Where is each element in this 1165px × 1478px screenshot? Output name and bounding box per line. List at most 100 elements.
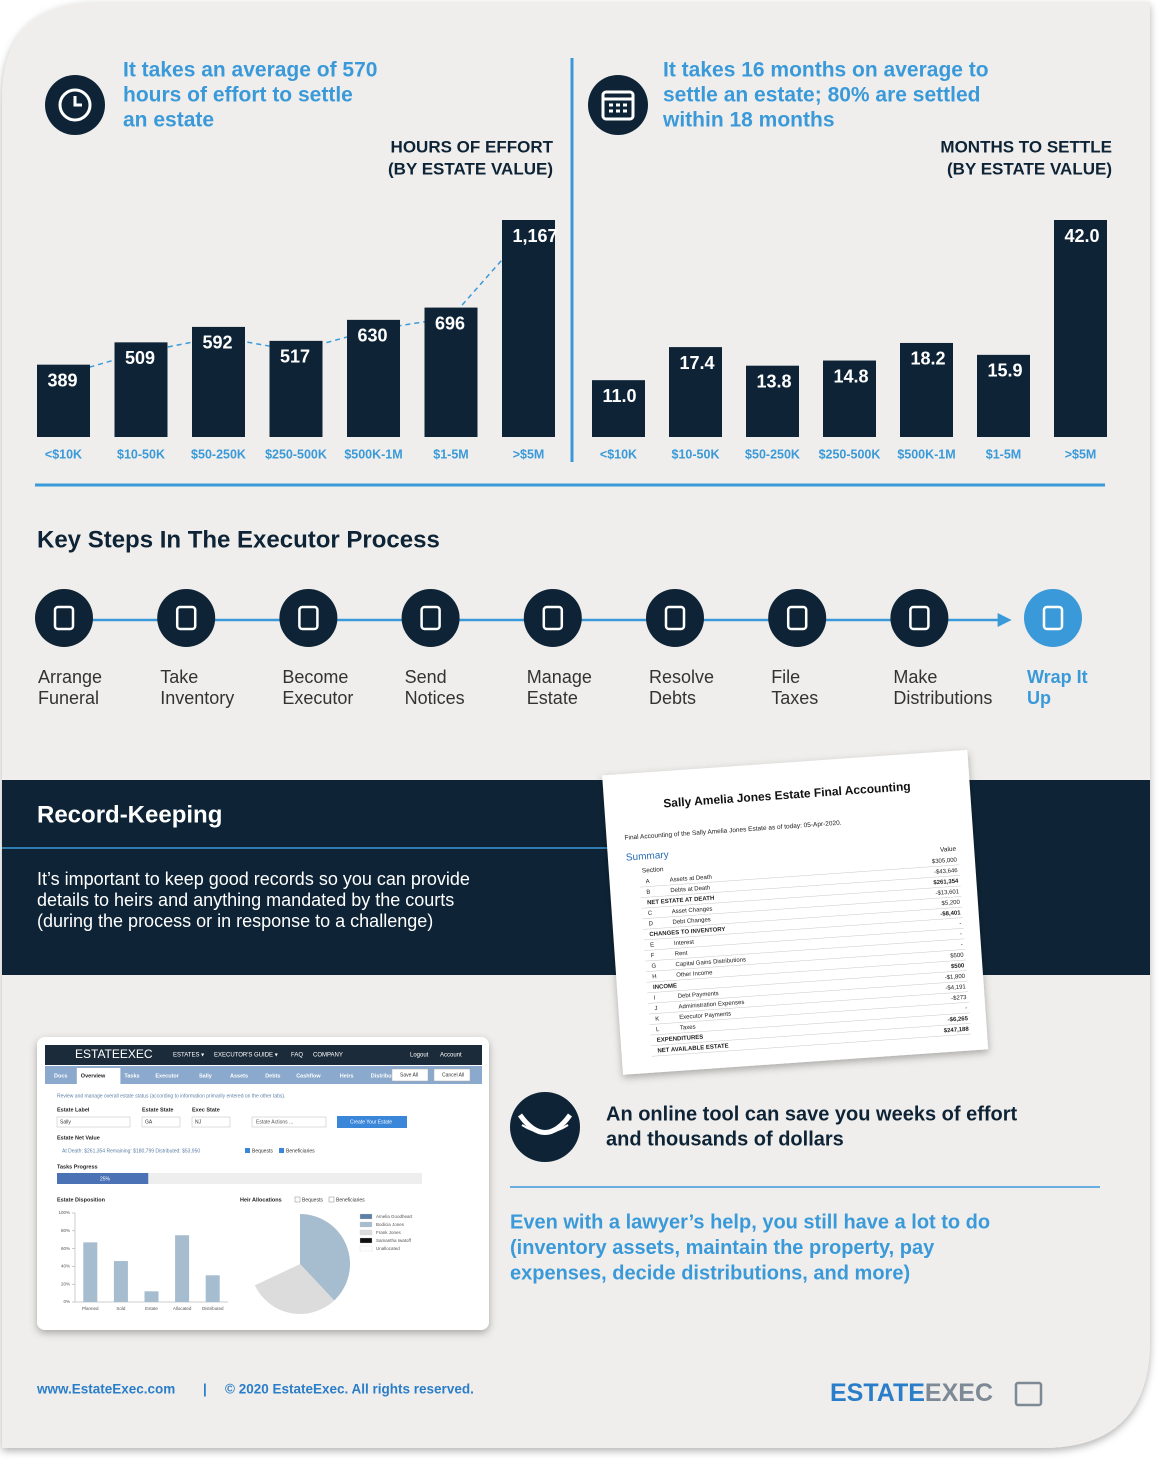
button bbox=[337, 1116, 407, 1128]
chart-title: MONTHS TO SETTLE bbox=[940, 137, 1112, 156]
check-label: Beneficiaries bbox=[336, 1197, 365, 1203]
active-tab bbox=[76, 1068, 121, 1084]
step-label: Funeral bbox=[38, 688, 99, 708]
row-rule bbox=[639, 864, 960, 888]
tab: Docs bbox=[54, 1073, 67, 1079]
bar bbox=[37, 364, 90, 437]
nav-item: Logout bbox=[410, 1053, 429, 1059]
field-label: Estate State bbox=[142, 1107, 174, 1113]
legend-swatch bbox=[359, 1229, 373, 1236]
row-rule bbox=[648, 991, 969, 1015]
step-label: Debts bbox=[649, 688, 696, 708]
row-label: Assets at Death bbox=[669, 875, 712, 884]
step-label: Make bbox=[893, 667, 937, 687]
y-tick-label: 40% bbox=[61, 1264, 70, 1269]
calendar-icon bbox=[588, 75, 648, 135]
x-tick-label: $250-500K bbox=[265, 447, 327, 461]
pie-slice bbox=[250, 1214, 300, 1286]
legend-swatch bbox=[359, 1245, 373, 1252]
button bbox=[391, 1068, 429, 1082]
row-code: C bbox=[648, 911, 653, 917]
value-label: 696 bbox=[435, 313, 465, 333]
x-tick-label: Estate bbox=[145, 1306, 158, 1311]
button-label: Save All bbox=[400, 1072, 418, 1078]
row-code: J bbox=[654, 1006, 657, 1012]
row-code: I bbox=[654, 995, 656, 1001]
row-rule bbox=[641, 885, 961, 909]
row-rule bbox=[647, 970, 967, 994]
x-tick-label: Distributed bbox=[202, 1306, 224, 1311]
step-label: Manage bbox=[527, 667, 592, 687]
tab: Cashflow bbox=[296, 1073, 321, 1079]
step-label: Executor bbox=[282, 688, 353, 708]
row-label: Debt Payments bbox=[678, 991, 719, 1000]
bar bbox=[823, 360, 876, 437]
legend-swatch bbox=[359, 1221, 373, 1228]
headline: It takes an average of 570 bbox=[123, 59, 377, 82]
row-rule bbox=[642, 896, 962, 920]
tab: Tasks bbox=[124, 1073, 139, 1079]
body-text: It’s important to keep good records so y… bbox=[37, 869, 470, 889]
row-label: Other Income bbox=[676, 970, 713, 979]
clock-icon bbox=[45, 75, 105, 135]
callout: Even with a lawyer’s help, you still hav… bbox=[510, 1211, 990, 1233]
row-code: G bbox=[651, 964, 656, 970]
value-label: 15.9 bbox=[988, 361, 1023, 381]
button-label: Create Your Estate bbox=[350, 1119, 392, 1125]
row-value: -$4,191 bbox=[945, 984, 966, 991]
section-title: Key Steps In The Executor Process bbox=[37, 526, 440, 553]
row-label: Debts at Death bbox=[670, 885, 710, 894]
nav-item: COMPANY bbox=[313, 1053, 343, 1059]
y-tick-label: 60% bbox=[61, 1246, 70, 1251]
check-label: Beneficiaries bbox=[286, 1148, 315, 1154]
step-icon bbox=[890, 589, 949, 647]
row-code: H bbox=[652, 974, 657, 980]
field-value: GA bbox=[145, 1119, 153, 1125]
row-label: Debt Changes bbox=[672, 917, 711, 926]
row-rule bbox=[646, 959, 966, 983]
y-tick-label: 20% bbox=[61, 1281, 70, 1286]
row-value: -$6,265 bbox=[948, 1016, 969, 1023]
row-rule bbox=[651, 1023, 971, 1046]
y-tick-label: 80% bbox=[61, 1228, 70, 1233]
value-label: 592 bbox=[203, 333, 233, 353]
intro: Review and manage overall estate status … bbox=[57, 1093, 285, 1099]
legend-label: Amelia Goodheart bbox=[376, 1214, 413, 1219]
callout: An online tool can save you weeks of eff… bbox=[606, 1103, 1018, 1125]
bar bbox=[900, 342, 953, 437]
tab: Heirs bbox=[340, 1073, 354, 1079]
x-tick-label: <$10K bbox=[45, 447, 82, 461]
row-value: -$1,800 bbox=[945, 974, 966, 981]
bar bbox=[113, 1261, 128, 1302]
row-value: -$43,646 bbox=[934, 868, 959, 876]
row-rule bbox=[643, 917, 963, 941]
value-label: 509 bbox=[125, 348, 155, 368]
step-label: Wrap It bbox=[1027, 667, 1088, 687]
doc-header: Section bbox=[642, 866, 664, 875]
footer-copyright: © 2020 EstateExec. All rights reserved. bbox=[225, 1382, 474, 1397]
row-value: $500 bbox=[951, 963, 965, 970]
bar bbox=[592, 380, 645, 437]
row-value: -$13,601 bbox=[935, 889, 960, 897]
field-label: Estate Label bbox=[57, 1107, 90, 1113]
body-text: (during the process or in response to a … bbox=[37, 911, 433, 931]
logo-icon bbox=[1014, 1381, 1043, 1407]
row-value: $247,188 bbox=[944, 1027, 970, 1035]
chart-title: Estate Disposition bbox=[57, 1197, 106, 1203]
step-glyph bbox=[1042, 605, 1064, 631]
x-tick-label: $50-250K bbox=[745, 447, 800, 461]
row-code: A bbox=[645, 879, 649, 885]
row-label: Administration Expenses bbox=[678, 1000, 744, 1011]
x-tick-label: $50-250K bbox=[191, 447, 246, 461]
body-text: details to heirs and anything mandated b… bbox=[37, 890, 454, 910]
callout: (inventory assets, maintain the property… bbox=[510, 1237, 935, 1259]
chart-title: Heir Allocations bbox=[240, 1197, 282, 1203]
legend-label: Samantha Iwatoff bbox=[376, 1238, 412, 1243]
row-value: $5,200 bbox=[941, 900, 960, 907]
x-tick-label: Allocated bbox=[173, 1306, 192, 1311]
tab: Sally bbox=[199, 1073, 213, 1079]
row-label: Rent bbox=[675, 951, 688, 958]
bar bbox=[83, 1242, 98, 1302]
tab: Debts bbox=[265, 1073, 280, 1079]
